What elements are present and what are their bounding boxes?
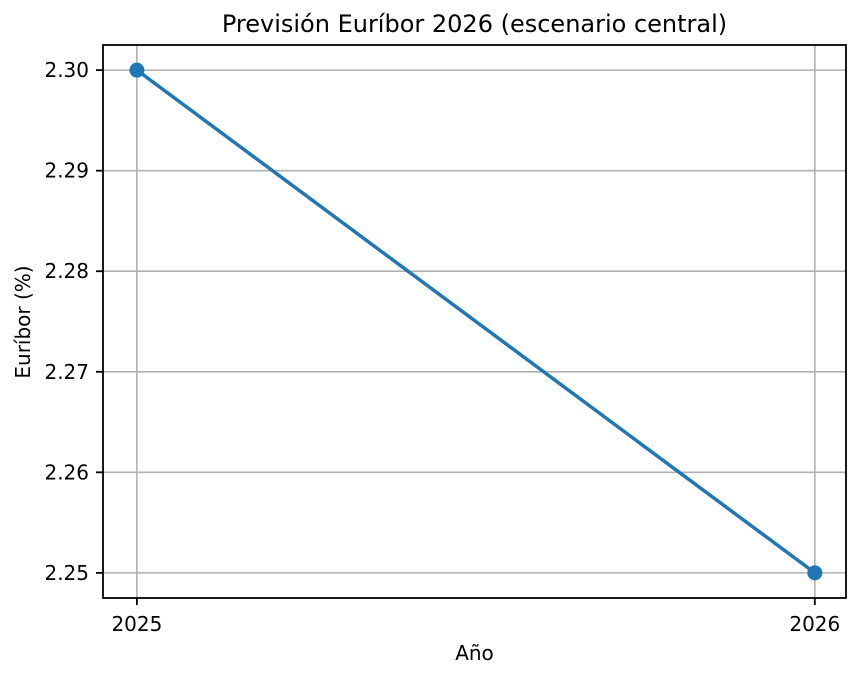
axes-frame [102,44,847,599]
y-tick-label: 2.29 [44,159,89,183]
x-tick-label: 2025 [111,612,162,636]
y-tick-label: 2.26 [44,460,89,484]
data-point-marker [129,62,145,78]
chart-title: Previsión Euríbor 2026 (escenario centra… [221,10,728,38]
y-axis-label: Euríbor (%) [11,265,35,379]
data-point-marker [807,565,823,581]
x-axis-label: Año [455,641,494,665]
y-tick-label: 2.30 [44,58,89,82]
x-tick-label: 2026 [789,612,840,636]
y-tick-label: 2.28 [44,259,89,283]
data-line [135,68,816,575]
y-tick-label: 2.27 [44,360,89,384]
y-tick-label: 2.25 [44,561,89,585]
